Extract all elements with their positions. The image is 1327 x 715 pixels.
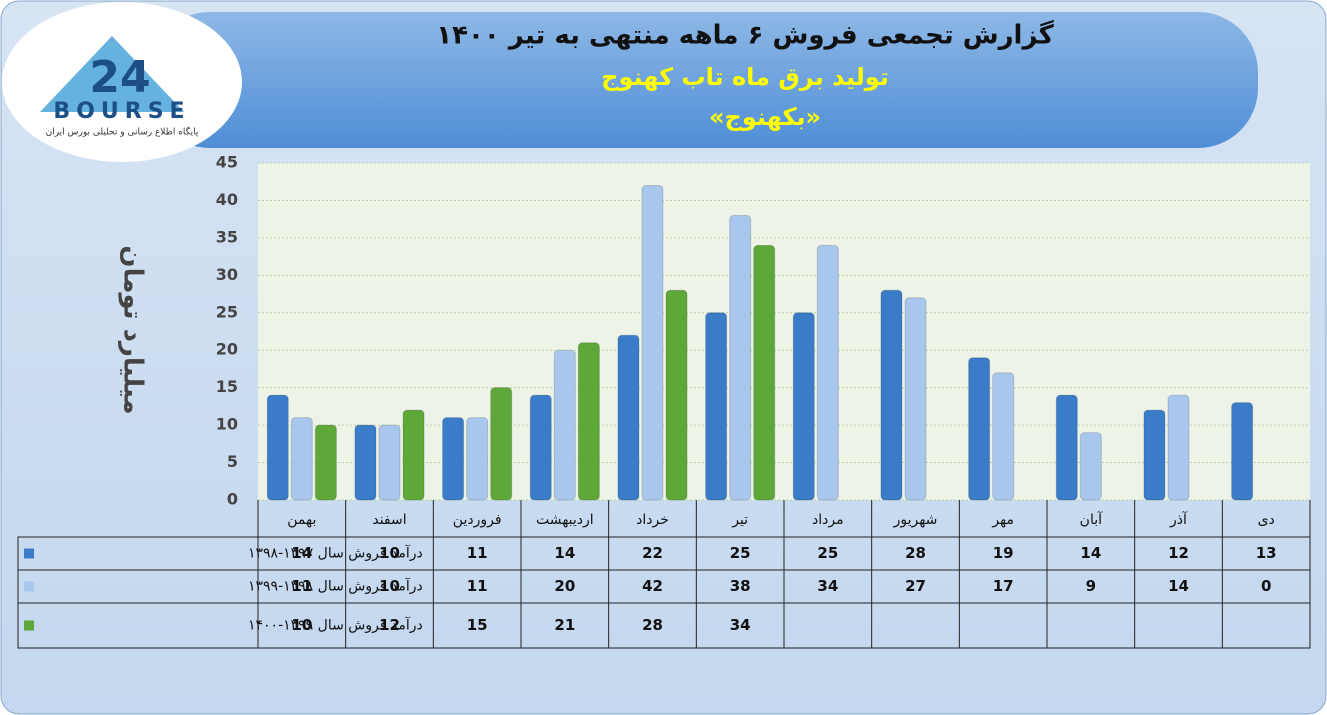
- x-tick-label: فروردین: [453, 512, 502, 528]
- chart-subtitle: تولید برق ماه تاب کهنوج: [601, 63, 889, 91]
- legend-label: درآمد فروش سال ۱۳۹۹-۱۴۰۰: [248, 617, 423, 634]
- table-cell: 34: [730, 616, 751, 634]
- bar: [402, 409, 425, 501]
- y-tick-label: 30: [216, 265, 238, 284]
- legend-label: درآمد فروش سال ۱۳۹۷-۱۳۹۸: [248, 545, 423, 562]
- bar: [290, 417, 313, 501]
- table-cell: 20: [554, 577, 575, 595]
- bar: [1055, 394, 1078, 501]
- bar: [1143, 409, 1166, 501]
- table-cell: 10: [379, 544, 400, 562]
- bar: [553, 349, 576, 501]
- bar: [529, 394, 552, 501]
- bar: [442, 417, 465, 501]
- table-cell: 22: [642, 544, 663, 562]
- x-tick-label: مهر: [991, 512, 1014, 528]
- table-cell: 0: [1261, 577, 1271, 595]
- table-cell: 13: [1256, 544, 1277, 562]
- x-tick-label: تیر: [731, 512, 748, 528]
- legend-swatch: [24, 548, 34, 559]
- x-tick-label: مرداد: [812, 512, 844, 528]
- x-tick-label: آبان: [1080, 511, 1103, 528]
- bar: [1167, 394, 1190, 501]
- y-tick-label: 15: [216, 377, 238, 396]
- y-tick-label: 35: [216, 227, 238, 246]
- bar: [992, 372, 1015, 501]
- table-cell: 12: [1168, 544, 1189, 562]
- table-cell: 42: [642, 577, 663, 595]
- bar: [816, 244, 839, 501]
- bar: [378, 424, 401, 501]
- logo-number: 24: [89, 52, 150, 103]
- bar: [968, 357, 991, 501]
- table-cell: 14: [1168, 577, 1189, 595]
- y-axis-label: میلیارد تومان: [118, 245, 148, 414]
- table-cell: 11: [467, 544, 488, 562]
- bar: [729, 214, 752, 501]
- bar: [904, 297, 927, 501]
- x-tick-label: آذر: [1169, 511, 1188, 528]
- x-tick-label: اردیبهشت: [536, 512, 594, 528]
- bar: [266, 394, 289, 501]
- bar: [880, 289, 903, 501]
- logo-tagline: پایگاه اطلاع رسانی و تحلیلی بورس ایران: [46, 126, 199, 138]
- bar: [466, 417, 489, 501]
- table-cell: 10: [291, 616, 312, 634]
- bar: [577, 342, 600, 501]
- x-tick-label: اسفند: [372, 512, 406, 528]
- y-tick-label: 5: [227, 452, 238, 471]
- table-cell: 11: [291, 577, 312, 595]
- table-cell: 9: [1086, 577, 1096, 595]
- table-cell: 25: [817, 544, 838, 562]
- bar: [314, 424, 337, 501]
- bar: [705, 312, 728, 501]
- y-tick-label: 0: [227, 490, 238, 509]
- bar: [753, 244, 776, 501]
- table-cell: 27: [905, 577, 926, 595]
- table-cell: 12: [379, 616, 400, 634]
- y-tick-label: 10: [216, 415, 238, 434]
- logo-shape: [40, 36, 184, 112]
- x-tick-label: بهمن: [287, 512, 316, 528]
- legend-swatch: [24, 620, 34, 631]
- bar: [490, 387, 513, 501]
- table-cell: 14: [291, 544, 312, 562]
- table-cell: 14: [554, 544, 575, 562]
- table-cell: 38: [730, 577, 751, 595]
- legend-label: درآمد فروش سال ۱۳۹۸-۱۳۹۹: [248, 578, 423, 595]
- bar: [1079, 432, 1102, 501]
- table-cell: 25: [730, 544, 751, 562]
- table-cell: 19: [993, 544, 1014, 562]
- x-tick-label: دی: [1258, 512, 1275, 528]
- y-tick-label: 45: [216, 153, 238, 172]
- logo-name: BOURSE: [53, 99, 190, 124]
- bar: [792, 312, 815, 501]
- table-cell: 10: [379, 577, 400, 595]
- table-cell: 17: [993, 577, 1014, 595]
- plot-area: [258, 163, 1310, 500]
- table-cell: 34: [817, 577, 838, 595]
- x-tick-label: شهریور: [893, 512, 938, 528]
- table-cell: 28: [905, 544, 926, 562]
- bar: [641, 184, 664, 501]
- table-cell: 21: [554, 616, 575, 634]
- chart-title: گزارش تجمعی فروش ۶ ماهه منتهی به تیر ۱۴۰…: [436, 20, 1054, 51]
- y-tick-label: 20: [216, 340, 238, 359]
- bar: [354, 424, 377, 501]
- symbol: «بکهنوج»: [709, 103, 821, 131]
- bar: [617, 334, 640, 501]
- legend-swatch: [24, 581, 34, 592]
- table-cell: 15: [467, 616, 488, 634]
- bar: [1231, 402, 1254, 501]
- table-cell: 28: [642, 616, 663, 634]
- y-tick-label: 40: [216, 190, 238, 209]
- y-tick-label: 25: [216, 302, 238, 321]
- bar: [665, 289, 688, 501]
- x-tick-label: خرداد: [636, 512, 669, 528]
- table-cell: 11: [467, 577, 488, 595]
- banner: [150, 12, 1258, 148]
- table-cell: 14: [1080, 544, 1101, 562]
